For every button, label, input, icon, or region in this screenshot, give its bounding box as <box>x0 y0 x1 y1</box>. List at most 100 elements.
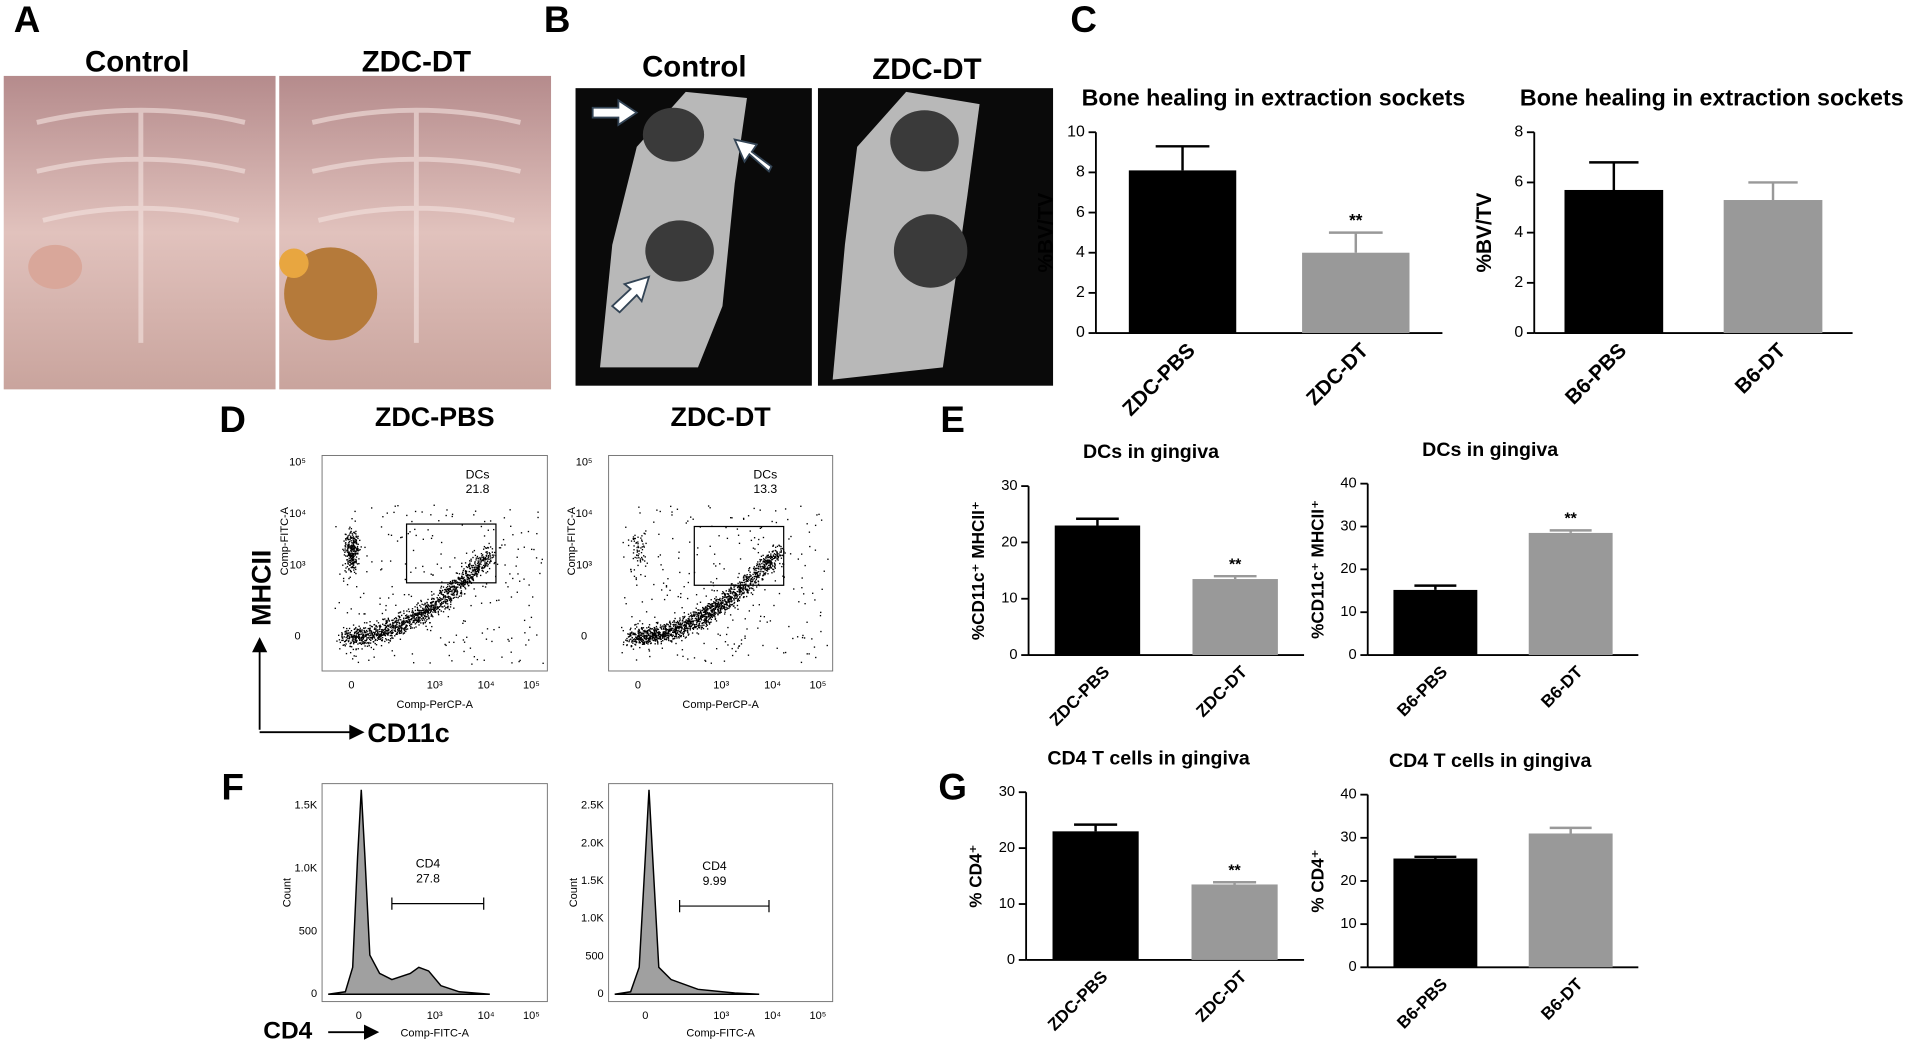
flow-event <box>476 571 477 572</box>
y-axis-label: % CD4⁺ <box>966 844 986 907</box>
flow-event <box>383 634 384 635</box>
flow-event <box>470 574 471 575</box>
flow-event <box>716 648 717 649</box>
flow-event <box>449 655 450 656</box>
flow-event <box>644 630 645 631</box>
flow-event <box>463 639 464 640</box>
flow-event <box>727 538 728 539</box>
flow-event <box>469 563 470 564</box>
flow-event <box>485 586 486 587</box>
flow-event <box>654 627 655 628</box>
flow-event <box>390 560 391 561</box>
flow-event <box>763 574 764 575</box>
flow-event <box>355 551 356 552</box>
flow-event <box>470 559 471 560</box>
plot-title: ZDC-PBS <box>375 402 495 432</box>
flow-event <box>501 544 502 545</box>
flow-event <box>385 609 386 610</box>
panel-label: E <box>940 399 965 440</box>
flow-event <box>715 599 716 600</box>
flow-event <box>354 629 355 630</box>
socket <box>279 249 308 278</box>
flow-event <box>536 557 537 558</box>
flow-event <box>486 639 487 640</box>
flow-event <box>737 609 738 610</box>
flow-event <box>380 635 381 636</box>
flow-event <box>368 635 369 636</box>
flow-event <box>643 545 644 546</box>
flow-event <box>413 614 414 615</box>
panel-label: D <box>219 399 246 440</box>
flow-event <box>387 512 388 513</box>
flow-event <box>657 642 658 643</box>
flow-event <box>790 553 791 554</box>
flow-event <box>746 588 747 589</box>
flow-event <box>623 630 624 631</box>
flow-event <box>632 637 633 638</box>
flow-event <box>471 663 472 664</box>
flow-event <box>725 597 726 598</box>
flow-event <box>396 634 397 635</box>
flow-event <box>490 560 491 561</box>
flow-event <box>649 650 650 651</box>
flow-event <box>356 560 357 561</box>
flow-event <box>738 647 739 648</box>
flow-event <box>438 520 439 521</box>
flow-event <box>382 624 383 625</box>
flow-event <box>412 608 413 609</box>
flow-event <box>450 601 451 602</box>
flow-event <box>739 596 740 597</box>
flow-event <box>687 627 688 628</box>
flow-event <box>400 537 401 538</box>
flow-event <box>398 622 399 623</box>
flow-event <box>358 629 359 630</box>
flow-event <box>746 580 747 581</box>
flow-event <box>440 603 441 604</box>
flow-event <box>739 597 740 598</box>
y-tick-label: 1.0K <box>581 913 604 925</box>
flow-event <box>633 536 634 537</box>
flow-event <box>814 646 815 647</box>
flow-event <box>671 511 672 512</box>
flow-event <box>362 632 363 633</box>
flow-event <box>374 627 375 628</box>
flow-event <box>367 637 368 638</box>
flow-event <box>358 544 359 545</box>
flow-event <box>723 608 724 609</box>
flow-event <box>353 569 354 570</box>
flow-event <box>633 552 634 553</box>
flow-event <box>646 638 647 639</box>
flow-event <box>706 595 707 596</box>
panel-label: F <box>221 766 243 807</box>
flow-event <box>463 580 464 581</box>
flow-event <box>488 530 489 531</box>
flow-event <box>373 649 374 650</box>
flow-event <box>384 625 385 626</box>
photo-title: ZDC-DT <box>872 53 981 86</box>
flow-event <box>364 547 365 548</box>
significance: ** <box>1349 210 1363 230</box>
flow-event <box>375 630 376 631</box>
flow-event <box>748 655 749 656</box>
flow-event <box>421 618 422 619</box>
flow-event <box>429 622 430 623</box>
flow-event <box>419 610 420 611</box>
flow-event <box>433 593 434 594</box>
flow-event <box>441 542 442 543</box>
flow-event <box>355 637 356 638</box>
flow-event <box>422 610 423 611</box>
flow-event <box>414 627 415 628</box>
flow-event <box>471 574 472 575</box>
flow-event <box>443 595 444 596</box>
flow-event <box>454 591 455 592</box>
flow-event <box>787 519 788 520</box>
gate-name: CD4 <box>416 857 441 871</box>
flow-event <box>380 633 381 634</box>
flow-event <box>454 594 455 595</box>
flow-event <box>444 605 445 606</box>
flow-event <box>788 626 789 627</box>
flow-event <box>711 611 712 612</box>
flow-event <box>474 550 475 551</box>
flow-event <box>415 613 416 614</box>
